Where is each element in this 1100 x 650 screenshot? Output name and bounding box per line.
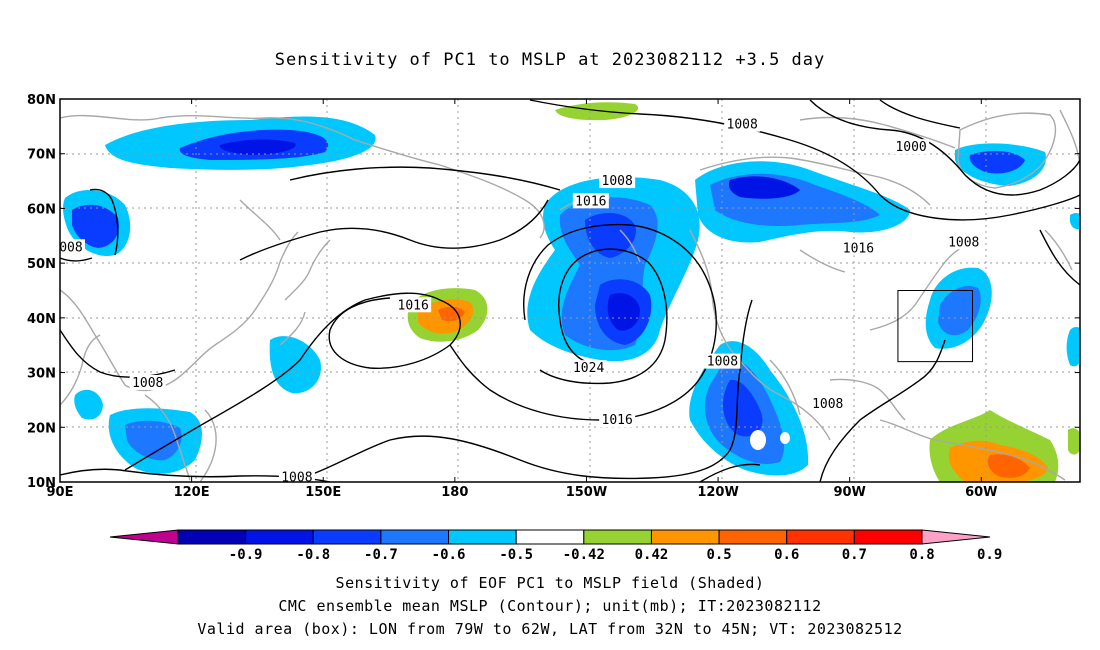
contour-label: 1008 [812,397,843,412]
colorbar-swatch [515,529,585,545]
lat-label: 10N [27,476,56,491]
contour-label-bg [704,353,741,369]
contour-label: 1008 [707,355,738,370]
lat-label: 50N [27,257,56,272]
contour-label: 1016 [398,298,429,313]
lon-label: 120W [697,485,738,500]
lon-label: 120E [174,485,210,500]
longitude-axis: 90E 120E 150E 180 150W 120W 90W 60W [47,99,998,500]
grid-lines [60,99,1080,482]
lat-label: 40N [27,312,56,327]
lon-label: 150E [305,485,341,500]
lat-label: 70N [27,148,56,163]
valid-area-box [897,290,974,363]
plot-frame [59,98,1081,483]
colorbar-swatch [650,529,720,545]
contour-label-bg [840,240,877,256]
colorbar-swatch [786,529,855,545]
caption-shading: Sensitivity of EOF PC1 to MSLP field (Sh… [335,574,765,592]
contour-labels: 1008 1000 1008 1016 1016 1008 008 1016 1024 1008 1… [59,116,982,486]
colorbar-label: 0.9 [977,547,1002,563]
lat-label: 30N [27,367,56,382]
contour-label-bg [395,297,432,313]
colorbar-label: 0.8 [909,547,934,563]
contour-label-bg [724,116,761,132]
colorbar-label: 0.5 [706,547,731,563]
lat-label: 60N [27,202,56,217]
lon-label: 180 [441,485,468,500]
colorbar-max-arrow [921,529,991,545]
contour-label: 1008 [727,118,758,133]
colorbar-label: -0.8 [296,547,330,563]
lon-label: 90E [47,485,74,500]
colorbar-swatch [177,529,247,545]
colorbar-swatch [245,529,314,545]
lon-label: 60W [965,485,997,500]
lat-label: 80N [27,93,56,108]
colorbar-label: -0.5 [499,547,533,563]
lon-label: 150W [566,485,607,500]
contour-label-bg [278,469,315,482]
colorbar-swatch [853,529,923,545]
contour-label-bg [60,239,85,255]
contour-label: 1016 [575,194,606,209]
colorbar-label: 0.7 [842,547,867,563]
colorbar-swatch [583,529,652,545]
colorbar: -0.9 -0.8 -0.7 -0.6 -0.5 -0.42 0.42 0.5 0.6 0.7 0.… [109,529,1002,563]
contour-label-bg [599,173,636,189]
shading-layer [63,102,1080,482]
colorbar-label: -0.7 [364,547,398,563]
contour-label: 1016 [602,413,633,428]
colorbar-min-arrow [109,529,179,545]
contour-label: 1008 [132,376,163,391]
colorbar-label: -0.42 [563,547,605,563]
colorbar-label: 0.6 [774,547,799,563]
colorbar-label: 0.42 [635,547,669,563]
lon-label: 90W [833,485,865,500]
lat-label: 20N [27,421,56,436]
colorbar-swatch [312,529,382,545]
contour-label: 1024 [573,361,604,376]
contour-label: 1008 [948,235,979,250]
contour-label-bg [572,193,609,209]
colorbar-swatch [718,529,788,545]
contour-label: 1008 [602,174,633,189]
caption-valid-area: Valid area (box): LON from 79W to 62W, L… [197,620,903,638]
colorbar-label: -0.6 [432,547,466,563]
colorbar-label: -0.9 [229,547,263,563]
contour-label-bg [129,374,166,390]
contour-label-bg [570,360,607,376]
contour-label: 1000 [895,140,926,155]
caption-contour: CMC ensemble mean MSLP (Contour); unit(m… [278,597,822,615]
latitude-axis: 80N 70N 60N 50N 40N 30N 20N 10N [27,93,1080,491]
contour-label-bg [945,234,982,250]
contour-label: 008 [59,240,82,255]
contour-label-bg [809,395,846,411]
colorbar-swatch [448,529,517,545]
contour-label: 1016 [843,241,874,256]
contour-label: 1008 [281,471,312,486]
contour-label-bg [893,139,930,155]
contour-label-bg [599,412,636,428]
map-title: Sensitivity of PC1 to MSLP at 2023082112… [274,50,826,70]
colorbar-swatch [380,529,450,545]
